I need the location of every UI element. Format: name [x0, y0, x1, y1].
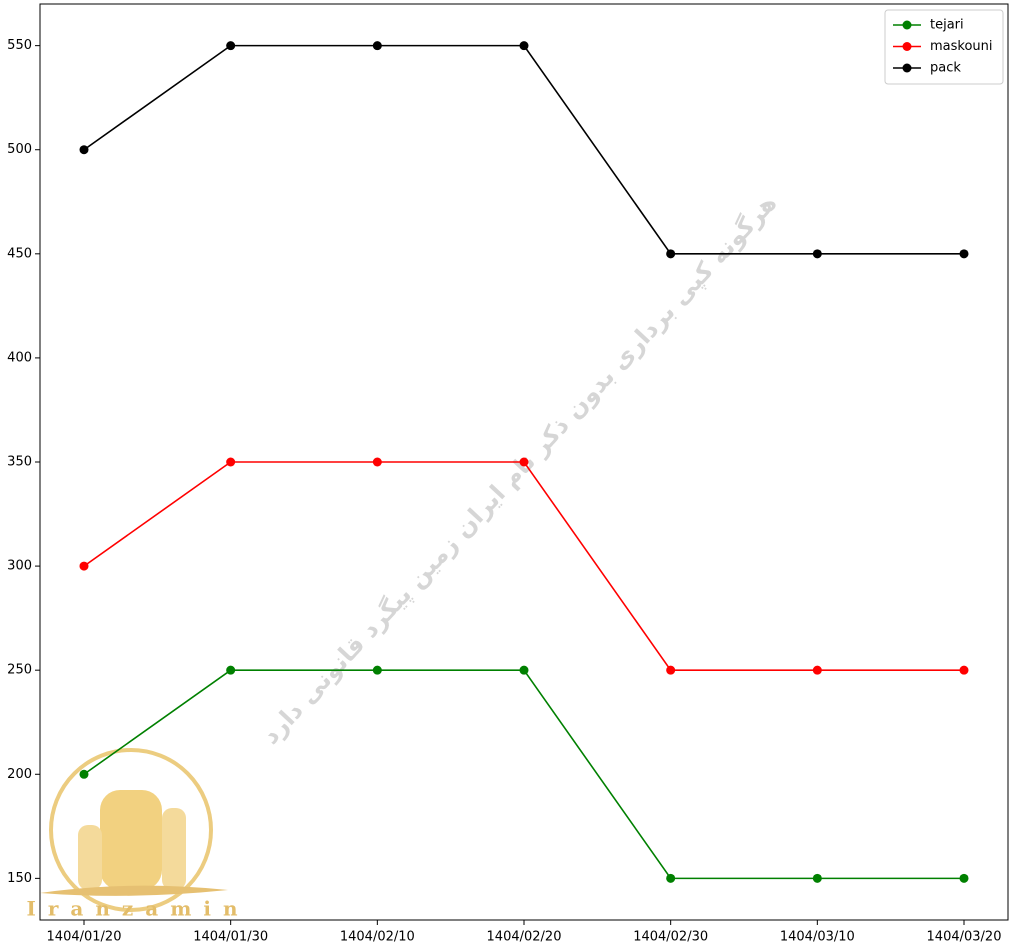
logo-tower — [162, 808, 186, 890]
series-line — [83, 461, 964, 671]
legend-label: maskouni — [930, 39, 993, 54]
logo — [40, 748, 228, 912]
data-point — [79, 145, 89, 155]
logo-tower — [100, 790, 162, 890]
data-point — [519, 665, 529, 675]
legend-box — [884, 9, 1004, 85]
y-tick-label: 200 — [7, 767, 32, 782]
data-point — [79, 769, 89, 779]
data-point — [959, 665, 969, 675]
legend-marker — [902, 42, 912, 51]
watermark: هرگونه کپی برداری بدون ذکر نام ایران زمی… — [256, 189, 782, 750]
y-tick-label: 300 — [7, 559, 32, 574]
data-point — [372, 457, 382, 467]
logo-text: Iranzamin — [26, 897, 249, 921]
x-tick-label: 1404/02/10 — [340, 930, 415, 944]
x-tick-label: 1404/01/20 — [47, 930, 122, 944]
data-point — [226, 665, 236, 675]
data-point — [666, 873, 676, 883]
data-point — [959, 249, 969, 259]
y-tick-label: 250 — [7, 663, 32, 678]
x-tick-label: 1404/03/20 — [927, 930, 1002, 944]
data-point — [812, 873, 822, 883]
data-point — [812, 249, 822, 259]
legend-label: pack — [930, 61, 961, 76]
legend-marker — [902, 20, 912, 30]
logo-tower — [78, 825, 102, 890]
data-point — [959, 873, 969, 883]
data-point — [666, 249, 676, 259]
data-point — [812, 665, 822, 675]
x-tick-label: 1404/01/30 — [193, 930, 268, 944]
y-tick-label: 500 — [7, 142, 32, 157]
y-tick-label: 150 — [7, 871, 32, 886]
legend: tejari maskouni pack — [884, 9, 1004, 85]
series-line — [83, 44, 964, 255]
data-point — [519, 457, 529, 467]
series-line — [83, 669, 964, 880]
data-point — [226, 457, 236, 467]
x-tick-label: 1404/02/30 — [633, 930, 708, 944]
data-point — [519, 41, 529, 51]
data-point — [666, 665, 676, 675]
logo-ring — [49, 748, 213, 912]
data-point — [79, 561, 89, 571]
x-tick-label: 1404/03/10 — [780, 930, 855, 944]
legend-marker — [902, 63, 912, 73]
logo-base — [40, 885, 228, 896]
legend-label: tejari — [930, 18, 964, 33]
y-tick-label: 550 — [7, 38, 32, 53]
x-tick-label: 1404/02/20 — [487, 930, 562, 944]
data-point — [372, 665, 382, 675]
y-tick-label: 400 — [7, 350, 32, 365]
y-tick-label: 450 — [7, 246, 32, 261]
y-tick-label: 350 — [7, 455, 32, 470]
data-point — [372, 41, 382, 51]
data-point — [226, 41, 236, 51]
